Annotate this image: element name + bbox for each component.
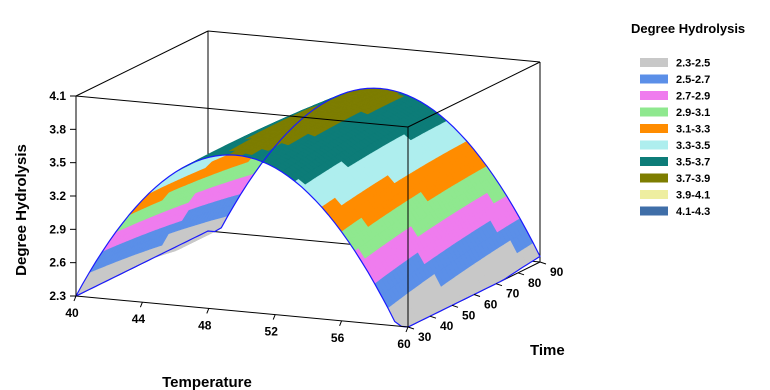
legend-swatch bbox=[640, 140, 668, 150]
x-tick-mark bbox=[139, 302, 143, 308]
legend-swatch bbox=[640, 74, 668, 84]
legend-label: 4.1-4.3 bbox=[676, 206, 710, 218]
legend-swatch bbox=[640, 91, 668, 100]
legend-swatch bbox=[640, 58, 668, 67]
legend-swatch bbox=[640, 206, 668, 216]
x-tick-label: 56 bbox=[331, 331, 345, 345]
y-tick-mark bbox=[495, 283, 503, 287]
box-back-edge-2 bbox=[207, 30, 541, 63]
y-tick-label: 70 bbox=[506, 287, 520, 301]
legend-swatch bbox=[640, 157, 668, 166]
surface-outline bbox=[74, 87, 541, 328]
z-axis-title: Degree Hydrolysis bbox=[13, 144, 30, 276]
y-tick-mark bbox=[539, 261, 547, 265]
legend-title: Degree Hydrolysis bbox=[631, 21, 745, 36]
y-tick-label: 90 bbox=[550, 265, 564, 279]
box-front-edge-2 bbox=[75, 95, 409, 128]
x-tick-label: 48 bbox=[198, 318, 212, 332]
y-tick-mark bbox=[473, 294, 481, 297]
legend-label: 3.7-3.9 bbox=[676, 173, 710, 185]
legend-swatch bbox=[640, 124, 668, 133]
y-tick-label: 80 bbox=[528, 276, 542, 290]
y-tick-mark bbox=[429, 315, 437, 319]
x-tick-mark bbox=[206, 308, 210, 314]
box-back-edge-4 bbox=[75, 30, 209, 97]
legend-label: 3.5-3.7 bbox=[676, 157, 710, 169]
z-tick-label: 3.2 bbox=[49, 189, 66, 203]
legend: 2.3-2.5 2.5-2.7 2.7-2.9 2.9-3.1 3.1-3.3 3.3-3… bbox=[640, 58, 710, 218]
z-tick-label: 2.3 bbox=[49, 289, 66, 303]
z-tick-label: 2.9 bbox=[49, 222, 66, 236]
legend-swatch bbox=[640, 107, 668, 117]
y-tick-mark bbox=[451, 304, 459, 308]
y-axis-title: Time bbox=[530, 342, 565, 359]
axis-ticks: 40 44 48 52 56 60 30 40 50 60 70 80 90 2.3 2.6 2.9 3.2 3.… bbox=[49, 89, 563, 351]
legend-swatch bbox=[640, 190, 668, 199]
legend-label: 3.3-3.5 bbox=[676, 140, 710, 152]
y-tick-label: 50 bbox=[462, 308, 476, 322]
x-tick-mark bbox=[73, 295, 77, 302]
legend-swatch bbox=[640, 173, 668, 183]
z-tick-label: 4.1 bbox=[49, 89, 66, 103]
response-surface bbox=[74, 87, 541, 328]
box-front-edge-3 bbox=[75, 295, 409, 328]
y-tick-label: 30 bbox=[418, 330, 432, 344]
x-tick-label: 52 bbox=[265, 325, 279, 339]
legend-label: 2.7-2.9 bbox=[676, 91, 710, 103]
y-tick-mark bbox=[517, 272, 525, 276]
legend-label: 2.9-3.1 bbox=[676, 107, 710, 119]
y-tick-label: 60 bbox=[484, 298, 498, 312]
legend-label: 2.3-2.5 bbox=[676, 58, 710, 70]
z-tick-label: 3.8 bbox=[49, 122, 66, 136]
z-tick-label: 3.5 bbox=[49, 156, 66, 170]
legend-label: 3.9-4.1 bbox=[676, 190, 710, 202]
x-axis-title: Temperature bbox=[162, 374, 252, 390]
x-tick-mark bbox=[405, 326, 409, 333]
x-tick-label: 44 bbox=[132, 312, 146, 326]
x-tick-label: 60 bbox=[397, 337, 411, 351]
legend-label: 2.5-2.7 bbox=[676, 74, 710, 86]
x-tick-mark bbox=[272, 314, 276, 320]
x-tick-label: 40 bbox=[65, 306, 79, 320]
box-front-edge-4 bbox=[407, 61, 541, 128]
legend-label: 3.1-3.3 bbox=[676, 124, 710, 136]
x-tick-mark bbox=[339, 320, 343, 326]
y-tick-label: 40 bbox=[440, 319, 454, 333]
y-tick-mark bbox=[407, 326, 415, 330]
z-tick-label: 2.6 bbox=[49, 256, 66, 270]
